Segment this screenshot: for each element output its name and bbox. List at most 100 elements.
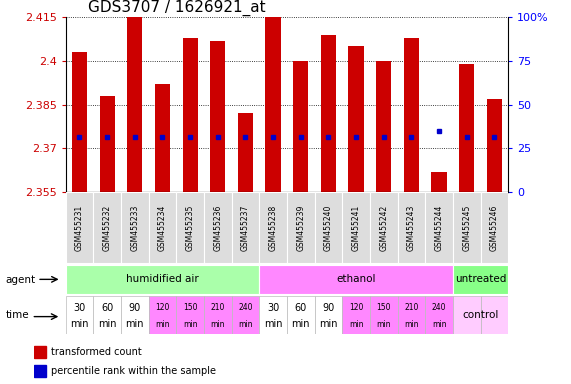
Text: min: min (211, 320, 225, 329)
Bar (93, 192, 121, 263)
Text: ethanol: ethanol (336, 274, 376, 285)
Text: 120: 120 (155, 303, 170, 313)
Bar (376, 61, 391, 192)
Text: 60: 60 (295, 303, 307, 313)
Bar (183, 38, 198, 192)
Bar (342, 296, 370, 334)
Bar (453, 265, 508, 294)
Bar (232, 296, 259, 334)
Bar (453, 296, 481, 334)
Bar (481, 296, 508, 334)
Text: GSM455237: GSM455237 (241, 204, 250, 251)
Bar (404, 38, 419, 192)
Text: humidified air: humidified air (126, 274, 199, 285)
Text: 210: 210 (211, 303, 225, 313)
Text: 210: 210 (404, 303, 419, 313)
Text: GSM455239: GSM455239 (296, 204, 305, 251)
Bar (127, 17, 142, 192)
Text: 150: 150 (183, 303, 198, 313)
Bar (432, 172, 447, 192)
Bar (148, 192, 176, 263)
Bar (425, 192, 453, 263)
Bar (370, 296, 397, 334)
Bar (93, 296, 121, 334)
Text: 90: 90 (128, 303, 141, 313)
Bar (72, 52, 87, 192)
Text: GSM455240: GSM455240 (324, 204, 333, 251)
Text: min: min (155, 320, 170, 329)
Bar (210, 41, 226, 192)
Text: GSM455246: GSM455246 (490, 204, 499, 251)
Text: GSM455235: GSM455235 (186, 204, 195, 251)
Bar (99, 96, 115, 192)
Text: 240: 240 (238, 303, 253, 313)
Text: GSM455244: GSM455244 (435, 204, 444, 251)
Text: 30: 30 (267, 303, 279, 313)
Bar (293, 61, 308, 192)
Bar (348, 46, 364, 192)
Bar (204, 296, 232, 334)
Text: 60: 60 (101, 303, 113, 313)
Bar (66, 296, 93, 334)
Text: min: min (432, 320, 447, 329)
Bar (287, 192, 315, 263)
Text: min: min (349, 320, 363, 329)
Text: GSM455245: GSM455245 (462, 204, 471, 251)
Bar (238, 113, 253, 192)
Bar (204, 192, 232, 263)
Text: min: min (126, 319, 144, 329)
Bar (342, 192, 370, 263)
Text: GSM455242: GSM455242 (379, 204, 388, 251)
Bar (486, 99, 502, 192)
Text: min: min (98, 319, 116, 329)
Bar (176, 296, 204, 334)
Bar (315, 192, 342, 263)
Text: GSM455233: GSM455233 (130, 204, 139, 251)
Text: control: control (463, 310, 498, 320)
Text: 240: 240 (432, 303, 447, 313)
Text: GSM455238: GSM455238 (268, 204, 278, 251)
Text: agent: agent (6, 275, 36, 285)
Text: untreated: untreated (455, 274, 506, 285)
Text: GSM455243: GSM455243 (407, 204, 416, 251)
Bar (397, 296, 425, 334)
Bar (397, 192, 425, 263)
Bar (66, 265, 259, 294)
Bar (66, 192, 93, 263)
Bar (287, 296, 315, 334)
Text: min: min (292, 319, 310, 329)
Text: 150: 150 (376, 303, 391, 313)
Bar (453, 192, 481, 263)
Bar (155, 84, 170, 192)
Text: min: min (70, 319, 89, 329)
Text: GSM455232: GSM455232 (103, 204, 112, 251)
Bar (266, 17, 281, 192)
Text: GDS3707 / 1626921_at: GDS3707 / 1626921_at (88, 0, 266, 16)
Text: GSM455231: GSM455231 (75, 204, 84, 251)
Bar (148, 296, 176, 334)
Bar (370, 192, 397, 263)
Text: time: time (6, 310, 29, 320)
Text: min: min (319, 319, 337, 329)
Text: 30: 30 (73, 303, 86, 313)
Bar (315, 296, 342, 334)
Text: GSM455234: GSM455234 (158, 204, 167, 251)
Bar (459, 64, 475, 192)
Bar (34, 346, 46, 358)
Text: 120: 120 (349, 303, 363, 313)
Text: min: min (376, 320, 391, 329)
Bar (259, 296, 287, 334)
Text: 90: 90 (322, 303, 335, 313)
Bar (481, 192, 508, 263)
Text: GSM455241: GSM455241 (352, 204, 360, 251)
Bar (259, 192, 287, 263)
Bar (425, 296, 453, 334)
Text: min: min (238, 320, 253, 329)
Bar (232, 192, 259, 263)
Bar (121, 192, 148, 263)
Text: transformed count: transformed count (51, 347, 142, 357)
Text: min: min (183, 320, 198, 329)
Text: GSM455236: GSM455236 (214, 204, 222, 251)
Bar (176, 192, 204, 263)
Text: min: min (264, 319, 282, 329)
